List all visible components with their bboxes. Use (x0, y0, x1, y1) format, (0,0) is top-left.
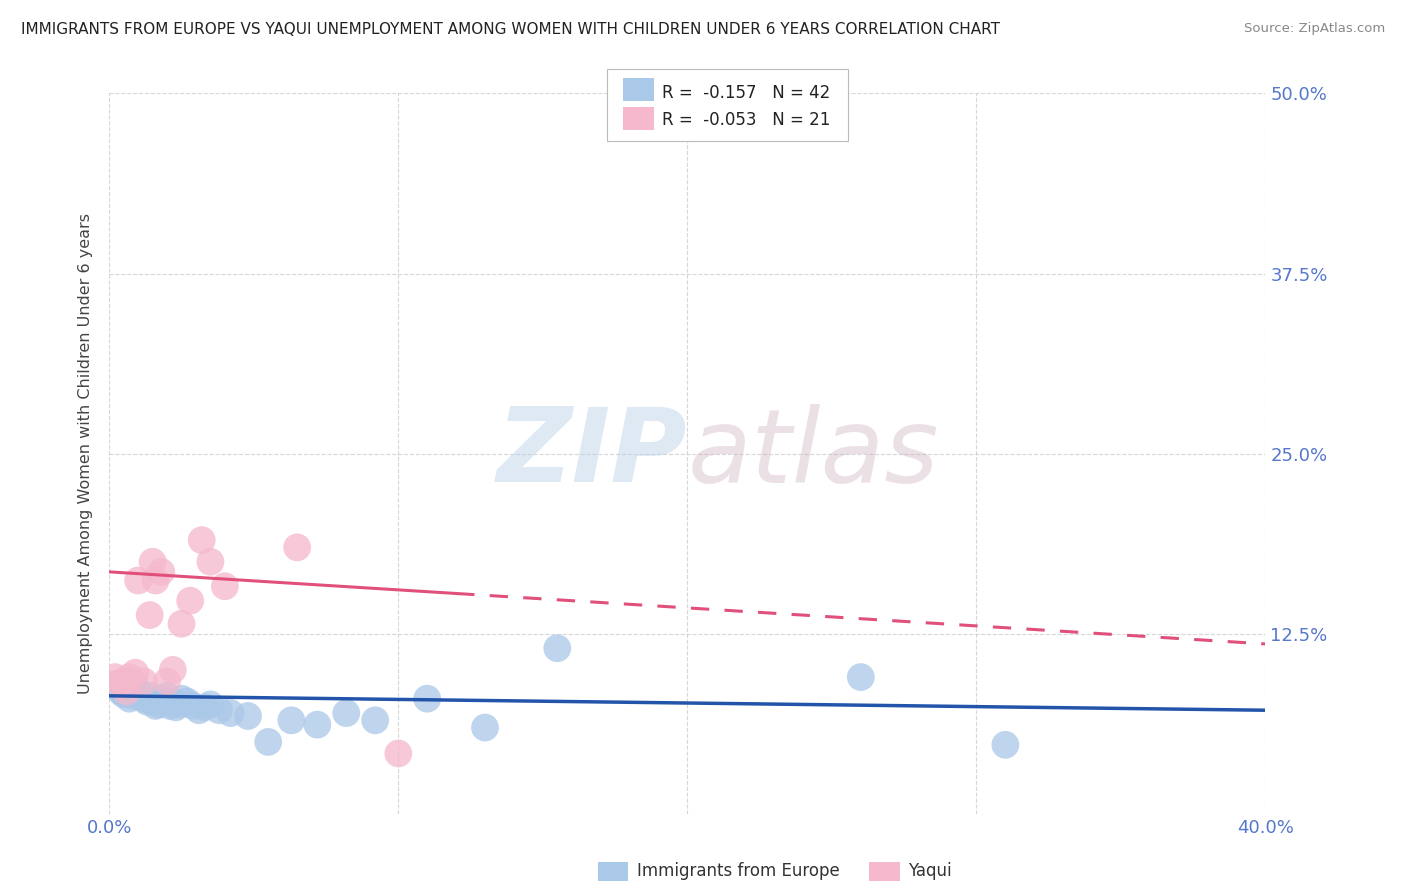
Point (107, 677, 129, 691)
Point (138, 608, 160, 623)
Point (115, 684, 138, 698)
Point (110, 684, 132, 698)
Point (307, 717, 329, 731)
Point (142, 555, 165, 569)
Point (200, 698, 222, 712)
Text: ZIP: ZIP (496, 403, 688, 504)
Point (176, 695, 198, 709)
Point (162, 663, 184, 677)
Point (150, 691, 173, 706)
Point (285, 541, 308, 555)
Point (236, 709, 259, 723)
Point (156, 689, 179, 703)
Point (129, 689, 152, 703)
Point (145, 574, 167, 588)
Text: IMMIGRANTS FROM EUROPE VS YAQUI UNEMPLOYMENT AMONG WOMEN WITH CHILDREN UNDER 6 Y: IMMIGRANTS FROM EUROPE VS YAQUI UNEMPLOY… (21, 22, 1000, 37)
Point (115, 674, 138, 689)
Point (127, 684, 149, 698)
Point (194, 700, 217, 714)
Point (104, 677, 127, 691)
Point (170, 691, 193, 706)
Point (165, 700, 187, 714)
Point (849, 670, 872, 684)
Point (167, 698, 190, 712)
Text: Immigrants from Europe: Immigrants from Europe (637, 863, 839, 880)
Point (181, 698, 204, 713)
Point (132, 674, 155, 689)
Point (104, 670, 127, 684)
Point (387, 747, 409, 761)
Point (187, 703, 209, 717)
Point (118, 691, 141, 706)
Text: atlas: atlas (688, 404, 939, 504)
Point (118, 670, 141, 684)
Point (208, 703, 231, 717)
Point (200, 555, 222, 569)
Point (170, 616, 193, 631)
Point (132, 691, 155, 706)
Point (156, 674, 179, 689)
Point (364, 714, 387, 728)
Text: Source: ZipAtlas.com: Source: ZipAtlas.com (1244, 22, 1385, 36)
Point (546, 641, 568, 656)
Point (124, 680, 146, 694)
Text: R =  -0.053   N = 21: R = -0.053 N = 21 (662, 112, 831, 129)
Point (150, 565, 173, 579)
Text: Yaqui: Yaqui (908, 863, 952, 880)
Point (994, 738, 1017, 752)
Point (112, 674, 135, 689)
Point (257, 735, 280, 749)
Point (190, 533, 212, 548)
Point (121, 689, 143, 703)
Point (145, 698, 167, 713)
Point (162, 695, 184, 709)
Point (179, 593, 201, 607)
Point (148, 698, 170, 712)
Point (127, 574, 149, 588)
Point (124, 665, 146, 680)
Point (142, 695, 165, 709)
Point (416, 691, 439, 706)
Point (107, 680, 129, 694)
Point (112, 687, 135, 701)
Point (153, 695, 176, 709)
Point (335, 706, 357, 720)
Point (138, 689, 160, 703)
Y-axis label: Unemployment Among Women with Children Under 6 years: Unemployment Among Women with Children U… (79, 213, 93, 694)
Text: R =  -0.157   N = 42: R = -0.157 N = 42 (662, 84, 831, 102)
Point (135, 695, 157, 709)
Point (214, 579, 236, 593)
Point (474, 721, 496, 735)
Point (219, 706, 242, 720)
Point (280, 714, 302, 728)
Point (159, 698, 181, 713)
